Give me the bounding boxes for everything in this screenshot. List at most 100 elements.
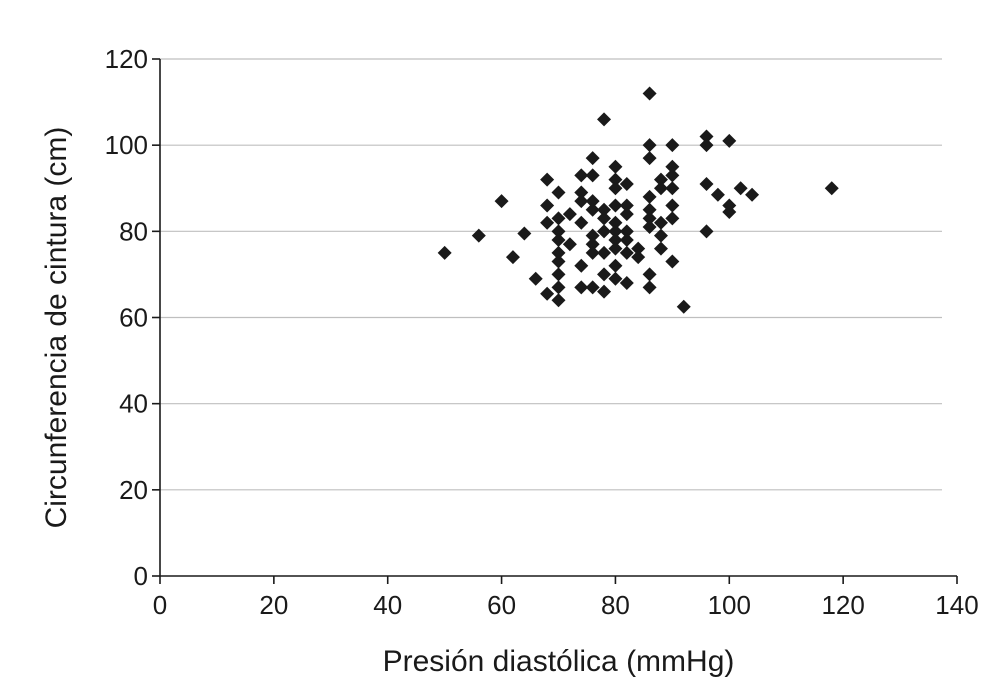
scatter-point <box>608 258 623 273</box>
scatter-point <box>642 280 657 295</box>
scatter-point <box>597 284 612 299</box>
y-tick-label: 120 <box>105 44 148 74</box>
scatter-point <box>642 86 657 101</box>
scatter-point <box>642 211 657 226</box>
x-tick-label: 140 <box>935 590 978 620</box>
x-axis-title: Presión diastólica (mmHg) <box>383 645 735 678</box>
scatter-point <box>699 138 714 153</box>
scatter-point <box>528 271 543 286</box>
scatter-point <box>608 271 623 286</box>
scatter-point <box>653 181 668 196</box>
scatter-point <box>562 237 577 252</box>
scatter-point <box>574 194 589 209</box>
data-points <box>437 86 839 314</box>
scatter-point <box>619 224 634 239</box>
scatter-point <box>585 202 600 217</box>
scatter-point <box>574 258 589 273</box>
scatter-point <box>608 215 623 230</box>
scatter-point <box>574 215 589 230</box>
scatter-point <box>665 138 680 153</box>
scatter-point <box>551 280 566 295</box>
scatter-point <box>642 151 657 166</box>
y-tick-label: 20 <box>119 475 148 505</box>
scatter-point <box>642 202 657 217</box>
scatter-point <box>665 181 680 196</box>
scatter-point <box>665 211 680 226</box>
scatter-point <box>665 168 680 183</box>
scatter-point <box>551 232 566 247</box>
scatter-point <box>653 215 668 230</box>
scatter-point <box>597 245 612 260</box>
scatter-point <box>574 280 589 295</box>
scatter-point <box>642 267 657 282</box>
scatter-point <box>710 187 725 202</box>
scatter-point <box>551 185 566 200</box>
scatter-point <box>608 232 623 247</box>
scatter-point <box>733 181 748 196</box>
scatter-point <box>574 185 589 200</box>
scatter-point <box>642 138 657 153</box>
scatter-point <box>619 232 634 247</box>
scatter-point <box>585 194 600 209</box>
scatter-point <box>551 245 566 260</box>
scatter-point <box>551 211 566 226</box>
y-tick-label: 100 <box>105 130 148 160</box>
scatter-point <box>551 293 566 308</box>
x-tick-label: 20 <box>259 590 288 620</box>
scatter-point <box>631 241 646 256</box>
x-tick-label: 40 <box>373 590 402 620</box>
x-tick-label: 80 <box>601 590 630 620</box>
scatter-point <box>608 241 623 256</box>
scatter-point <box>619 276 634 291</box>
scatter-point <box>699 224 714 239</box>
scatter-point <box>619 245 634 260</box>
scatter-point <box>676 299 691 314</box>
scatter-point <box>585 280 600 295</box>
scatter-point <box>505 250 520 265</box>
scatter-point <box>585 168 600 183</box>
scatter-point <box>653 228 668 243</box>
scatter-point <box>597 112 612 127</box>
scatter-point <box>653 241 668 256</box>
scatter-point <box>471 228 486 243</box>
scatter-point <box>608 172 623 187</box>
scatter-point <box>722 204 737 219</box>
scatter-point <box>574 168 589 183</box>
scatter-point <box>437 245 452 260</box>
scatter-point <box>551 254 566 269</box>
x-tick-label: 60 <box>487 590 516 620</box>
axes <box>152 58 958 584</box>
scatter-point <box>608 159 623 174</box>
scatter-point <box>699 129 714 144</box>
scatter-point <box>597 224 612 239</box>
scatter-point <box>608 224 623 239</box>
y-axis-title: Circunferencia de cintura (cm) <box>40 127 73 529</box>
scatter-point <box>653 172 668 187</box>
scatter-point <box>585 151 600 166</box>
scatter-point <box>619 207 634 222</box>
scatter-point <box>608 198 623 213</box>
scatter-point <box>540 172 555 187</box>
scatter-point <box>642 189 657 204</box>
scatter-point <box>608 181 623 196</box>
scatter-point <box>642 220 657 235</box>
scatter-point <box>540 286 555 301</box>
y-tick-label: 60 <box>119 303 148 333</box>
scatter-point <box>699 176 714 191</box>
scatter-point <box>745 187 760 202</box>
x-tick-label: 0 <box>153 590 167 620</box>
scatter-point <box>562 207 577 222</box>
scatter-point <box>517 226 532 241</box>
scatter-point <box>619 198 634 213</box>
scatter-point <box>585 228 600 243</box>
scatter-point <box>631 250 646 265</box>
scatter-point <box>597 202 612 217</box>
scatter-point <box>585 237 600 252</box>
scatter-point <box>585 245 600 260</box>
scatter-point <box>551 224 566 239</box>
scatter-point <box>665 159 680 174</box>
scatter-point <box>665 198 680 213</box>
x-tick-label: 100 <box>708 590 751 620</box>
x-tick-label: 120 <box>821 590 864 620</box>
